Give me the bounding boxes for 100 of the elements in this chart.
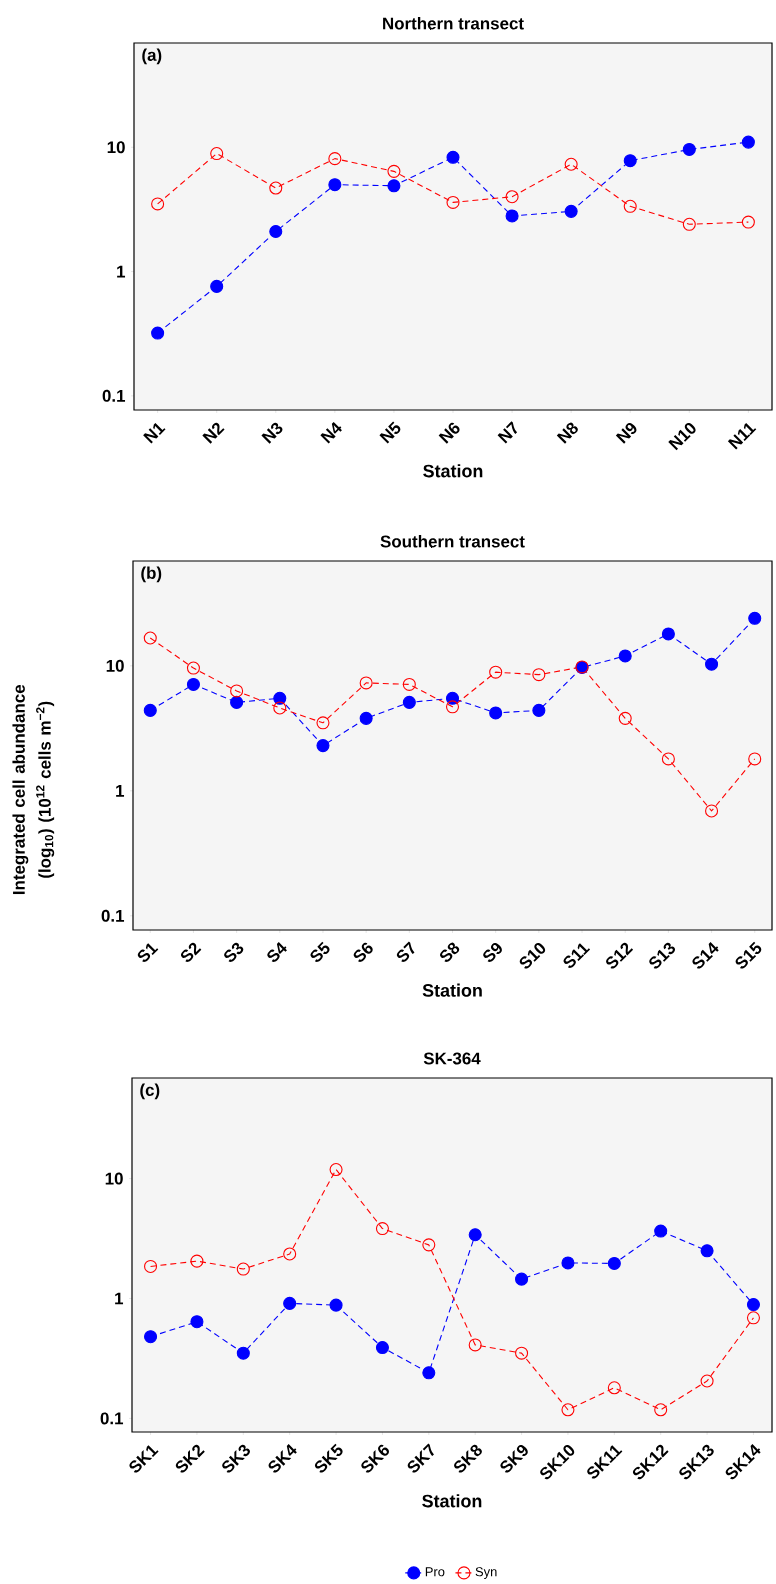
point	[273, 701, 287, 715]
point	[329, 1162, 343, 1177]
point	[151, 197, 165, 211]
point	[705, 657, 719, 671]
point	[618, 711, 632, 725]
x-tick-label: S4	[267, 942, 287, 962]
point	[329, 1298, 343, 1312]
y-tick-label: 0.1	[102, 389, 126, 402]
x-tick-label: N7	[497, 421, 518, 444]
point	[489, 706, 503, 720]
point	[618, 649, 632, 663]
point	[561, 1256, 575, 1270]
point	[446, 150, 460, 164]
x-tick-label: S1	[137, 943, 159, 962]
point	[375, 1340, 389, 1355]
point	[515, 1272, 529, 1286]
annotation: (c)	[140, 1083, 160, 1100]
point	[316, 739, 330, 753]
y-tick-label: 1	[115, 1292, 124, 1305]
point	[422, 1238, 436, 1252]
point	[402, 695, 416, 709]
y-tick-label: 10	[105, 1172, 123, 1185]
point	[283, 1296, 297, 1310]
point	[387, 164, 401, 178]
point	[328, 178, 342, 192]
point	[564, 204, 578, 218]
point	[143, 631, 157, 645]
x-tick-label: SK9	[500, 1444, 528, 1473]
point	[741, 215, 755, 229]
point	[144, 1259, 158, 1273]
point	[144, 1330, 158, 1344]
x-axis-title: Station	[422, 983, 482, 997]
x-tick-label: N8	[556, 422, 578, 444]
point	[446, 195, 460, 209]
x-axis-title: Station	[422, 1494, 482, 1508]
point	[468, 1228, 482, 1242]
x-tick-label: N1	[143, 423, 166, 444]
point	[236, 1346, 250, 1360]
y-tick-label: 10	[107, 141, 125, 154]
point	[741, 135, 755, 149]
point	[682, 142, 696, 156]
point	[359, 676, 373, 690]
x-tick-label: S3	[224, 942, 244, 962]
point	[505, 209, 519, 223]
chart-title: Southern transect	[380, 535, 525, 548]
x-tick-label: N2	[202, 422, 225, 444]
y-tick-label: 1	[117, 265, 126, 278]
point	[402, 677, 416, 691]
x-tick-label: S12	[606, 942, 634, 969]
point	[607, 1256, 621, 1270]
point	[230, 695, 244, 709]
point	[210, 279, 224, 293]
point	[236, 1262, 250, 1276]
point	[705, 804, 719, 818]
y-tick-label: 1	[116, 784, 125, 797]
x-tick-label: S9	[483, 942, 502, 962]
point	[359, 711, 373, 725]
x-tick-label: S2	[180, 942, 202, 962]
chart-title: SK-364	[423, 1052, 481, 1065]
x-tick-label: S10	[519, 942, 546, 969]
point	[532, 668, 546, 682]
point	[561, 1403, 575, 1417]
legend-label: Pro	[425, 1567, 445, 1577]
point	[316, 716, 330, 730]
point	[210, 147, 224, 161]
point	[186, 677, 200, 691]
point	[515, 1346, 529, 1360]
x-tick-label: S14	[692, 942, 719, 969]
point	[746, 1298, 760, 1312]
x-tick-label: N6	[438, 422, 460, 444]
point	[230, 684, 244, 698]
point	[505, 190, 519, 204]
x-axis-title: Station	[423, 464, 483, 478]
point	[190, 1254, 204, 1268]
x-tick-label: N5	[379, 421, 401, 444]
x-tick-label: N3	[261, 422, 283, 444]
point	[564, 157, 578, 171]
x-tick-label: N9	[615, 422, 637, 444]
point	[269, 224, 283, 239]
point	[654, 1403, 668, 1417]
y-tick-label: 10	[106, 659, 124, 672]
x-tick-label: S15	[735, 941, 762, 969]
point	[151, 326, 165, 340]
point	[623, 154, 637, 168]
point	[445, 700, 460, 714]
x-tick-label: N4	[320, 421, 342, 444]
x-tick-label: N10	[668, 422, 696, 451]
chart-title: Northern transect	[383, 17, 524, 30]
point	[283, 1247, 297, 1261]
point	[328, 152, 342, 166]
y-tick-label: 0.1	[100, 1412, 124, 1425]
x-tick-label: S5	[310, 941, 330, 962]
point	[468, 1338, 482, 1352]
point	[489, 665, 503, 679]
point	[143, 703, 157, 717]
point	[682, 217, 696, 231]
point	[700, 1374, 714, 1388]
y-tick-label: 0.1	[101, 909, 125, 922]
point	[746, 1311, 760, 1325]
x-tick-label: N11	[727, 423, 757, 450]
